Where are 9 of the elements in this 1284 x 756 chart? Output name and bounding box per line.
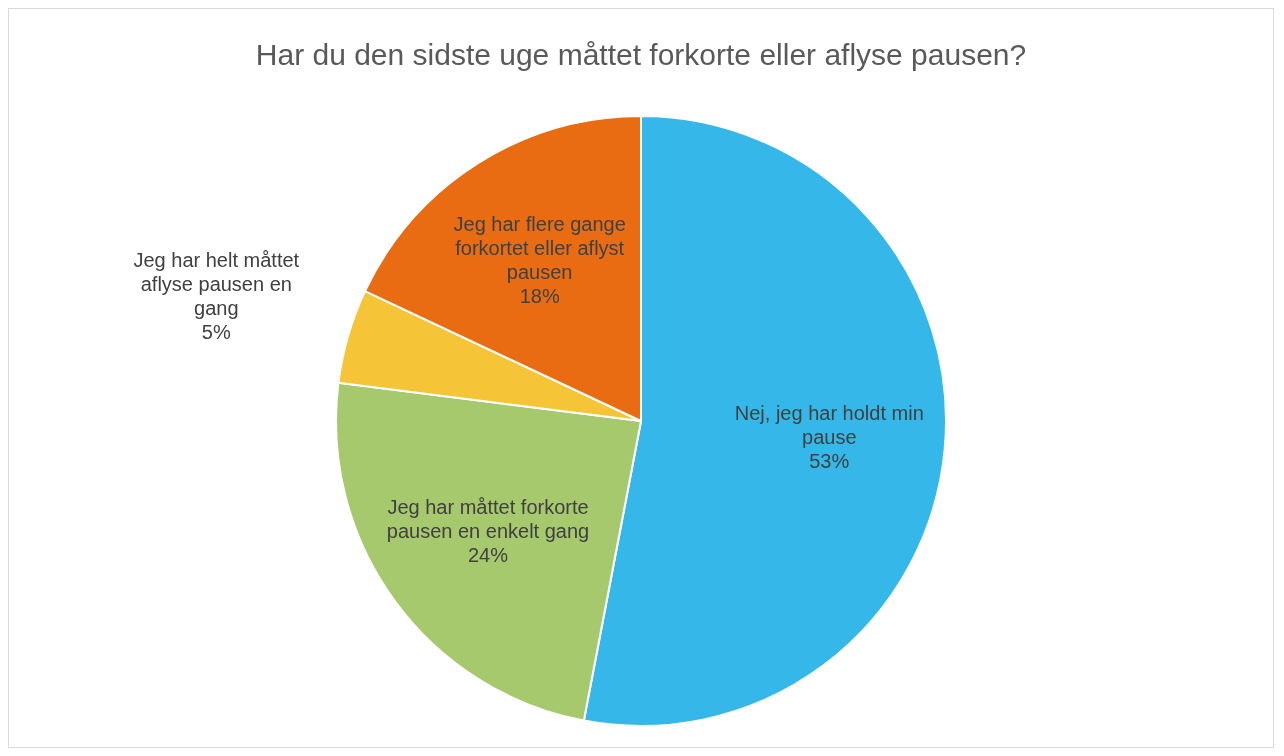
- slice-label: Jeg har måttet forkorte pausen en enkelt gang: [386, 495, 590, 542]
- data-label: 18%: [519, 284, 560, 307]
- slice-label: Nej, jeg har holdt min pause: [734, 402, 924, 449]
- chart-title: Har du den sidste uge måttet forkorte eller aflyse pausen?: [255, 38, 1027, 72]
- data-label: 53%: [809, 450, 850, 473]
- data-label: 5%: [201, 321, 231, 344]
- slice-label: Jeg har helt måttet aflyse pausen en gang: [133, 249, 300, 320]
- slice-label: Jeg har flere gange forkortet eller aflyst pausen: [453, 212, 626, 283]
- data-label: 24%: [468, 543, 509, 566]
